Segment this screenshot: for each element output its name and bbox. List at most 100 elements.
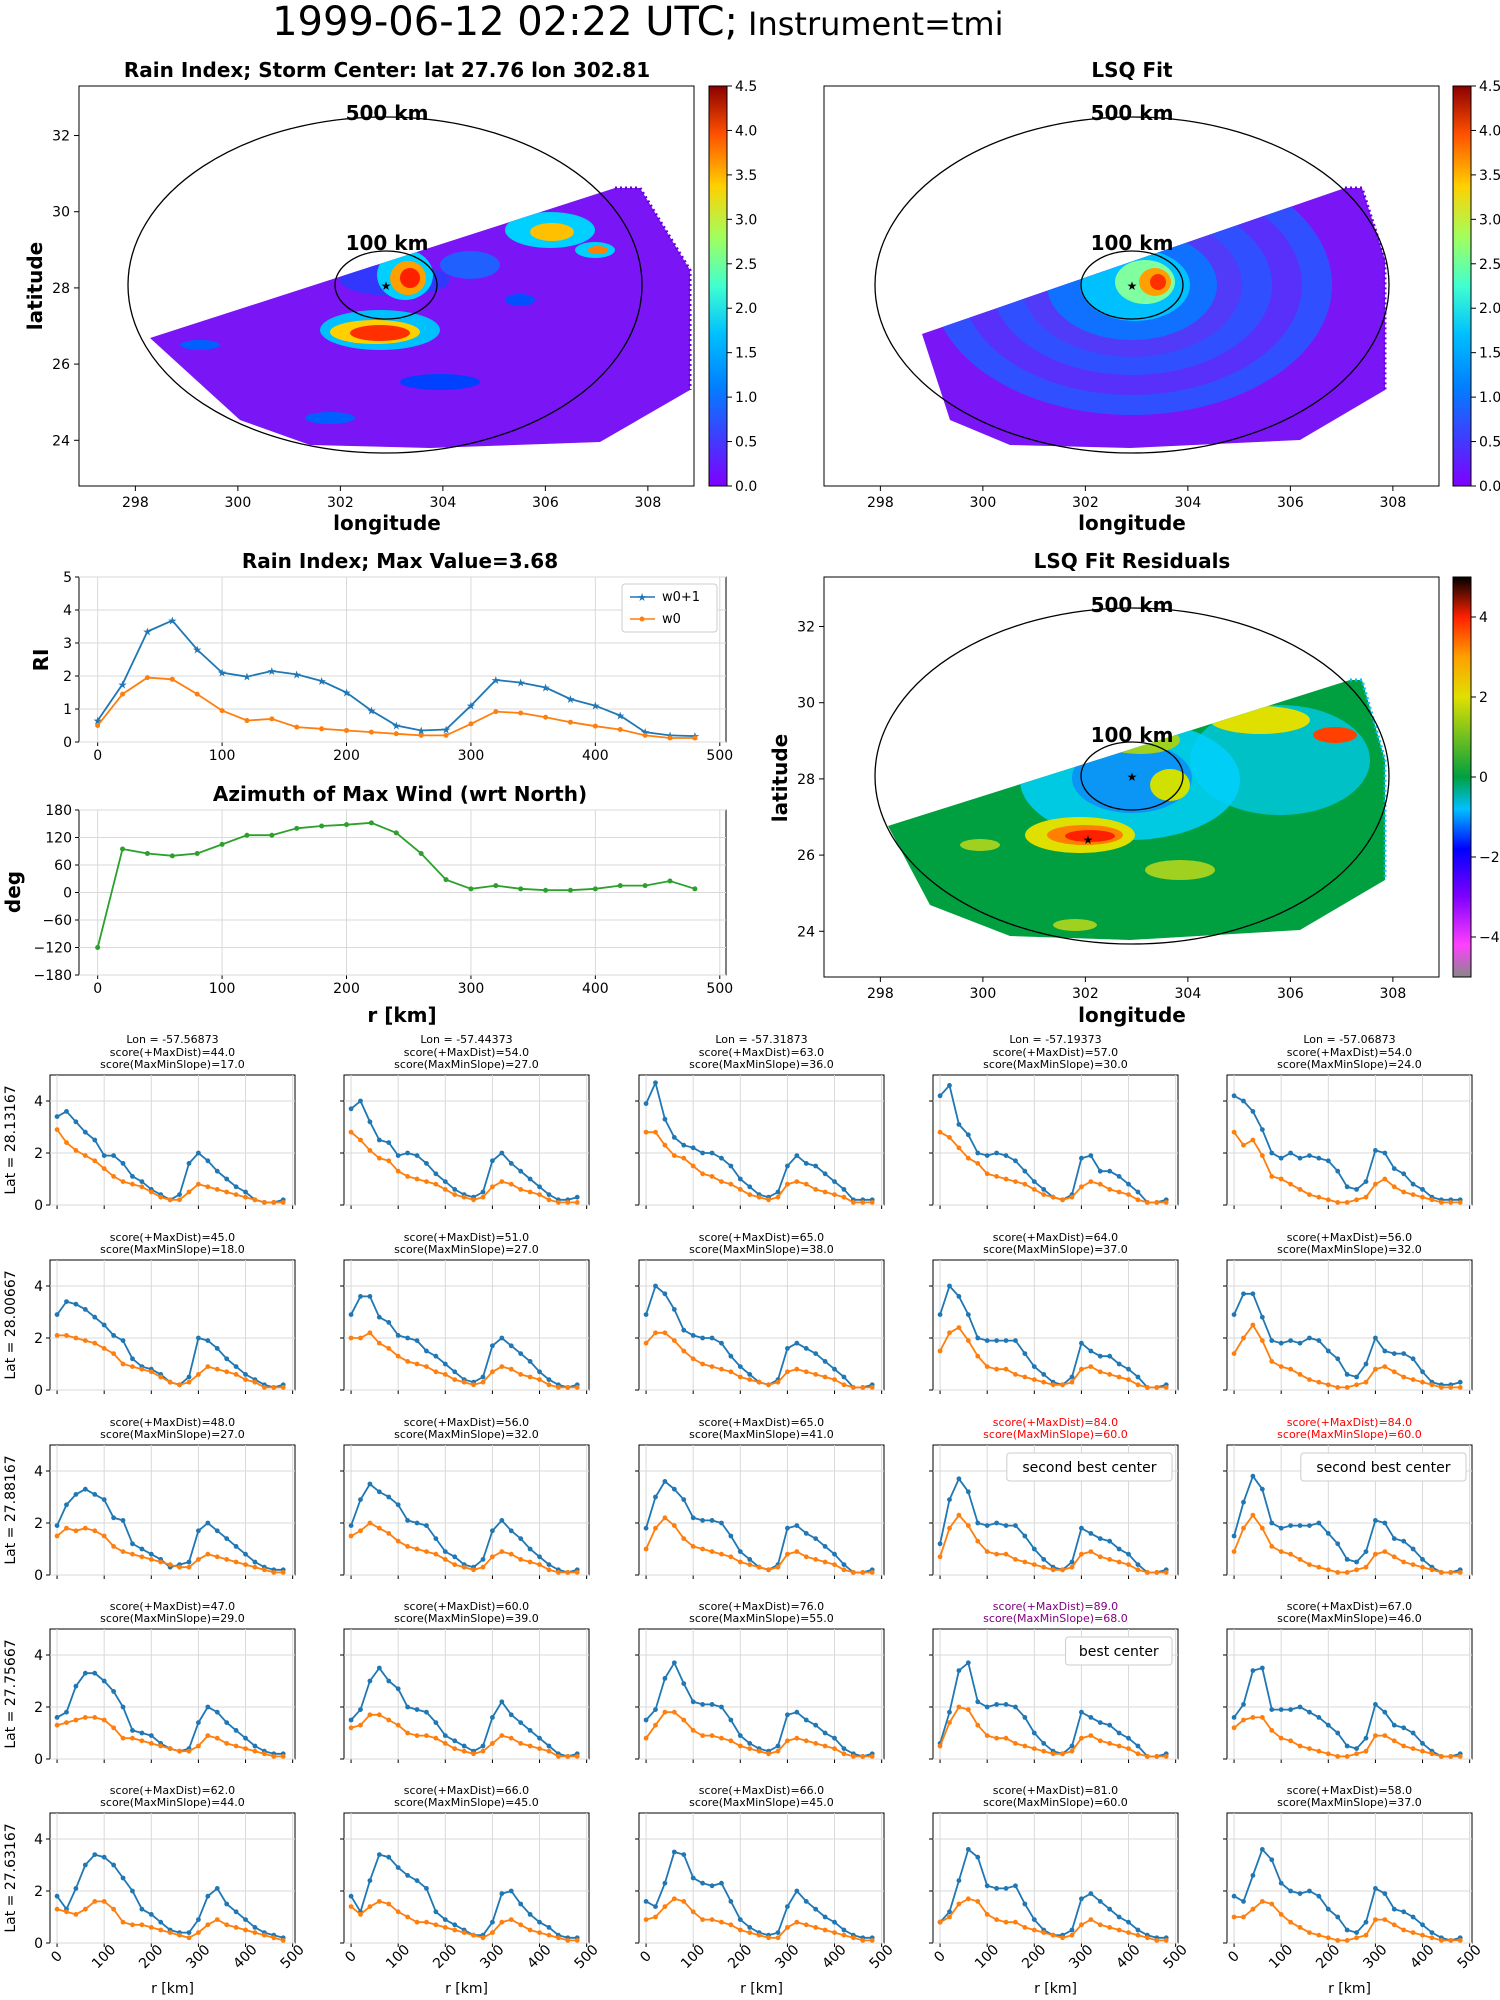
w0p1-series-point [148, 1912, 154, 1917]
w0-series-point [271, 1200, 277, 1205]
w0p1-series-point [728, 1717, 734, 1723]
w0p1-series-point [1288, 1523, 1294, 1528]
w0p1-series-point [785, 1712, 790, 1718]
w0-series-point [937, 1919, 943, 1925]
w0p1-series-point [956, 1122, 962, 1127]
w0-series-point [1022, 1374, 1028, 1380]
w0p1-series-point [1307, 1523, 1312, 1528]
profile-cell-r3-c4: score(+MaxDist)=67.0score(MaxMinSlope)=4… [1223, 1600, 1473, 1763]
legend-dot-icon [639, 616, 645, 622]
w0-series-point [1457, 1754, 1463, 1759]
y-tick-label: 0 [34, 1936, 43, 1952]
w0-series-point [1031, 1746, 1037, 1751]
azimuth-series-point [518, 886, 524, 892]
w0-series-point [1231, 1914, 1237, 1920]
w0-series-point [405, 1730, 411, 1736]
w0p1-series-point [1335, 1168, 1341, 1174]
w0-series-point [508, 1551, 514, 1557]
w0p1-series-point: ★ [516, 677, 526, 690]
azimuth-panel: Azimuth of Max Wind (wrt North) 0 100 200 3… [1, 782, 733, 1027]
w0-series-point [1097, 1554, 1103, 1560]
w0p1-series-point [1278, 1880, 1284, 1886]
w0-series-point [1088, 1733, 1094, 1738]
w0-series-point [73, 1717, 79, 1723]
w0-series-point [158, 1743, 164, 1749]
w0-series-point [975, 1722, 981, 1728]
w0-series-point [681, 1717, 687, 1723]
w0-series-point [367, 1330, 373, 1336]
w0-series-point [860, 1754, 866, 1759]
profile-cell-score-maxminslope: score(MaxMinSlope)=68.0 [983, 1612, 1128, 1625]
w0-series-point [947, 1914, 952, 1920]
profile-cell-score-maxminslope: score(MaxMinSlope)=46.0 [1277, 1612, 1422, 1625]
w0-series-point [414, 1176, 420, 1182]
w0-series-point [617, 726, 623, 732]
w0p1-series-point: ★ [142, 625, 152, 638]
x-tick-label: 200 [333, 981, 360, 997]
w0-series-point [205, 1922, 211, 1928]
colorbar-tick-label: −2 [1479, 850, 1500, 866]
w0p1-series-point [841, 1374, 847, 1380]
colorbar-tick-label: 1.0 [1479, 390, 1500, 406]
label-100km: 100 km [1091, 231, 1174, 255]
w0-series-point [224, 1922, 230, 1928]
y-tick-label: 26 [52, 357, 70, 373]
lsq-residuals-colorbar [1452, 576, 1472, 978]
w0-series-point [869, 1200, 875, 1205]
w0-series-point [442, 1925, 448, 1930]
azimuth-series-point [592, 886, 598, 892]
w0p1-series-point [424, 1709, 429, 1715]
w0p1-series-point [480, 1189, 486, 1195]
w0p1-series-point [822, 1359, 828, 1364]
legend-label-w0: w0 [662, 612, 681, 627]
w0p1-series-point [499, 1891, 505, 1896]
azimuth-title: Azimuth of Max Wind (wrt North) [213, 782, 587, 806]
w0-series-point [461, 1564, 467, 1570]
w0-series-point [1231, 1351, 1237, 1356]
colorbar-tick-label: 1.0 [735, 390, 757, 406]
w0-series-point [1050, 1382, 1056, 1388]
w0p1-series-point [386, 1678, 392, 1684]
w0-series-point [233, 1372, 239, 1377]
w0p1-series-point [775, 1743, 781, 1749]
w0p1-series-point [130, 1888, 135, 1894]
w0-series-point [642, 732, 648, 738]
colorbar-tick-label: 3.0 [1479, 212, 1500, 228]
w0-series-point [64, 1720, 69, 1725]
w0-series-point [537, 1192, 542, 1197]
w0-series-point [1307, 1930, 1312, 1935]
rain-index-colorbar [708, 85, 728, 487]
profile-cell-score-maxminslope: score(MaxMinSlope)=27.0 [100, 1428, 245, 1441]
w0-series-point [54, 1722, 60, 1728]
w0-series-point [1373, 1733, 1378, 1738]
w0p1-series-point [975, 1520, 981, 1526]
w0-series-point [965, 1523, 971, 1528]
w0-series-point [662, 1904, 668, 1909]
profile-cell-r2-c4: score(+MaxDist)=84.0score(MaxMinSlope)=6… [1223, 1416, 1473, 1579]
lsq-residuals-colorbar-ticks: 4 2 0 −2 −4 [1471, 610, 1500, 946]
w0-series-point [452, 1192, 458, 1197]
w0-series-point [54, 1333, 60, 1338]
w0p1-series-point [546, 1192, 552, 1197]
w0-series-point [148, 1925, 154, 1930]
x-tick-label: 300 [183, 1942, 213, 1972]
w0p1-series-point [442, 1179, 448, 1184]
w0p1-series-point [376, 1137, 382, 1143]
w0-series-point [527, 1374, 533, 1380]
w0-series-point [376, 1899, 382, 1904]
w0-series-point [471, 1382, 476, 1388]
w0-series-point [662, 1330, 668, 1336]
w0p1-series-point [348, 1106, 354, 1112]
azimuth-ylabel: deg [1, 871, 25, 913]
lsq-residuals-map-title: LSQ Fit Residuals [1034, 549, 1231, 573]
w0p1-series-point [1041, 1372, 1047, 1377]
w0-series-point [177, 1564, 182, 1570]
w0-series-point [1079, 1922, 1084, 1928]
lsq-fit-map-panel: LSQ Fit ★ 500 km 100 km 298 300 302 304 306 3… [823, 58, 1500, 535]
w0-series-point [975, 1538, 981, 1544]
w0p1-series-point [1079, 1155, 1084, 1161]
w0p1-series-point [1097, 1353, 1103, 1359]
w0p1-series-point [1278, 1340, 1284, 1346]
w0-series-point [92, 1340, 98, 1346]
w0p1-series-point [139, 1730, 145, 1736]
